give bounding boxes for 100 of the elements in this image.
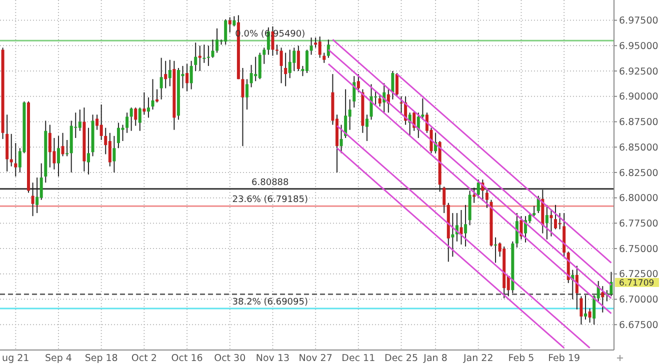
candlestick: [352, 76, 356, 108]
y-tick-label: 6.85000: [619, 142, 658, 154]
candlestick: [138, 107, 142, 132]
candlestick: [494, 236, 498, 264]
candlestick: [356, 74, 360, 93]
candlestick: [206, 45, 210, 66]
x-tick-label: ug 21: [2, 353, 30, 364]
y-tick-label: 6.95000: [619, 40, 658, 52]
x-tick-label: Dec 11: [342, 353, 376, 364]
candlestick: [421, 98, 424, 120]
candlestick: [284, 52, 288, 87]
candlestick: [36, 177, 39, 214]
y-tick-label: 6.87500: [619, 117, 658, 128]
candlestick: [168, 59, 172, 87]
candlestick: [194, 42, 198, 72]
candlestick: [550, 210, 553, 237]
candlestick: [121, 124, 124, 142]
candlestick: [262, 47, 266, 64]
candlestick: [558, 212, 562, 230]
candlestick: [340, 124, 343, 154]
candlestick: [400, 96, 403, 116]
candlestick: [344, 88, 348, 138]
candlestick: [532, 205, 536, 217]
candlestick: [48, 124, 52, 168]
y-tick-label: 6.75000: [619, 244, 658, 255]
candlestick: [66, 140, 69, 157]
candlestick: [52, 137, 56, 170]
candlestick: [365, 114, 368, 142]
ref-line-label: 23.6% (6.79185): [232, 195, 308, 206]
candlestick: [14, 142, 18, 178]
candlestick: [216, 28, 219, 54]
candlestick: [378, 94, 382, 108]
y-tick-label: 6.90000: [619, 92, 658, 103]
candlestick: [228, 16, 232, 33]
y-tick-label: 6.72500: [619, 269, 658, 280]
y-tick-label: 6.97500: [619, 16, 658, 27]
text: 6.71709: [619, 278, 654, 288]
y-tick-label: 6.77500: [619, 218, 658, 230]
candlestick: [146, 96, 150, 118]
candlestick: [310, 37, 313, 56]
candlestick: [186, 63, 189, 92]
candlestick: [224, 18, 228, 46]
candlestick: [202, 44, 206, 64]
candlestick: [160, 57, 163, 100]
candlestick: [451, 212, 454, 258]
candlestick: [318, 36, 322, 58]
x-tick-label: Nov 27: [298, 353, 332, 364]
candlestick: [190, 60, 193, 90]
candlestick: [164, 60, 168, 89]
candlestick: [395, 72, 398, 97]
ref-line-label: 6.80888: [252, 178, 290, 188]
x-tick-label: Feb 19: [548, 353, 580, 364]
candlestick: [156, 88, 159, 103]
candlestick: [108, 132, 112, 167]
candlestick: [296, 45, 300, 72]
x-tick-label: Dec 25: [384, 353, 418, 364]
candlestick: [580, 296, 583, 326]
candlestick: [61, 132, 64, 157]
candlestick: [391, 70, 394, 100]
x-tick-label: Jan 22: [462, 353, 494, 364]
x-tick-label: Nov 13: [256, 353, 290, 364]
candlestick: [126, 112, 129, 134]
candlestick: [276, 44, 279, 56]
y-tick-label: 6.92500: [619, 66, 658, 78]
candlestick: [485, 189, 488, 208]
x-tick-label: Sep 18: [84, 353, 118, 364]
x-tick-label: Sep 4: [44, 353, 72, 364]
candlestick: [258, 52, 262, 80]
candlestick: [112, 135, 116, 173]
candlestick: [232, 16, 236, 27]
candlestick: [246, 78, 249, 110]
candlestick: [322, 52, 326, 64]
candlestick: [250, 64, 253, 88]
candlestick: [130, 107, 133, 132]
y-tick-label: 6.80000: [619, 193, 658, 204]
candlestick: [142, 92, 146, 116]
candlestick: [134, 107, 138, 126]
ref-line-label: 38.2% (6.69095): [232, 297, 308, 308]
candlestick: [288, 49, 292, 79]
candlestick: [292, 47, 296, 72]
y-tick-label: 6.70000: [619, 294, 658, 306]
candlestick: [442, 186, 446, 214]
x-tick-label: Feb 5: [508, 353, 534, 364]
x-tick-label: Jan 8: [422, 353, 448, 364]
x-tick-label: Oct 16: [171, 353, 203, 364]
candlestick: [280, 47, 283, 84]
candlestick: [10, 133, 13, 167]
candlestick: [56, 135, 60, 178]
x-tick-label: Oct 2: [131, 353, 157, 364]
candlestick: [584, 294, 588, 320]
y-tick-label: 6.82500: [619, 168, 658, 179]
candlestick: [78, 109, 82, 132]
candlestick: [476, 179, 480, 198]
candlestick: [588, 308, 592, 324]
candlestick: [554, 204, 558, 230]
candlestick: [86, 127, 90, 175]
candlestick: [601, 286, 604, 313]
candlestick: [198, 45, 202, 72]
candlestick: [515, 212, 518, 248]
candlestick: [31, 182, 34, 217]
